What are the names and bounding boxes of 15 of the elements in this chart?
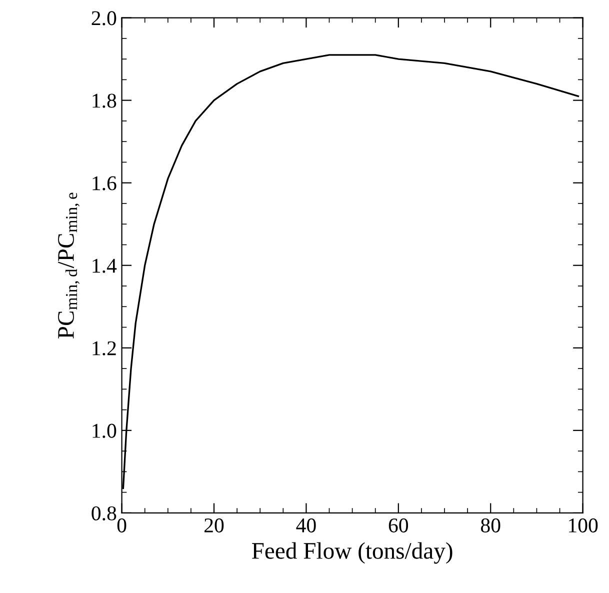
x-tick-label: 100 bbox=[569, 518, 598, 532]
y-tick-label: 2.0 bbox=[92, 11, 116, 26]
y-axis-title: PC$_{min,d}$/PC$_{min,e}$ bbox=[58, 192, 80, 338]
y-tick-label: 1.4 bbox=[92, 258, 117, 273]
x-axis-title: Feed Flow (tons/day) bbox=[252, 542, 452, 564]
y-tick-label: 1.0 bbox=[92, 424, 116, 438]
x-tick-label: 80 bbox=[480, 518, 500, 532]
y-tick-label: 1.6 bbox=[92, 176, 116, 190]
y-tick-label: 1.8 bbox=[92, 94, 116, 108]
x-tick-label: 40 bbox=[296, 518, 316, 532]
y-tick-label: 0.8 bbox=[92, 506, 116, 520]
y-tick-label: 1.2 bbox=[92, 341, 116, 356]
x-tick-label: 20 bbox=[204, 518, 224, 532]
x-tick-label: 0 bbox=[117, 518, 126, 532]
x-tick-label: 60 bbox=[388, 518, 408, 532]
